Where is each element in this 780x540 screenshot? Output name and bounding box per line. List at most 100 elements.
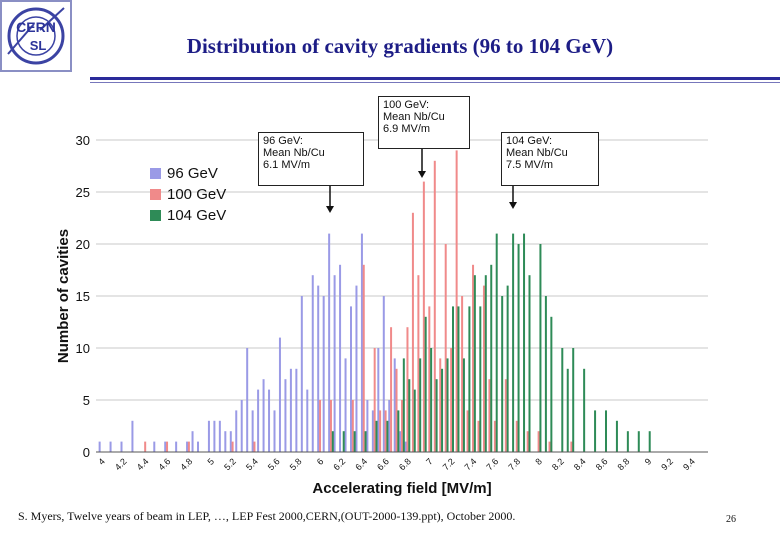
title-divider	[90, 77, 780, 80]
bar-96-gev	[284, 379, 287, 452]
y-tick-label: 15	[76, 289, 90, 304]
x-tick-label: 9.4	[681, 456, 697, 472]
callout-96gev-line3: 6.1 MV/m	[263, 159, 311, 171]
bar-96-gev	[191, 431, 194, 452]
x-tick-label: 4	[96, 456, 107, 467]
bar-100-gev	[187, 441, 190, 452]
bar-104-gev	[446, 358, 449, 452]
bar-100-gev	[466, 410, 469, 452]
callout-96gev-line1: 96 GeV:	[263, 135, 303, 147]
bar-96-gev	[268, 389, 271, 452]
bar-104-gev	[594, 410, 597, 452]
x-tick-label: 4.2	[113, 456, 129, 472]
bar-104-gev	[397, 410, 400, 452]
x-tick-label: 9	[643, 456, 654, 467]
bar-100-gev	[417, 275, 420, 452]
bar-104-gev	[364, 431, 367, 452]
bar-96-gev	[322, 296, 325, 452]
bar-104-gev	[572, 348, 575, 452]
bar-100-gev	[455, 150, 458, 452]
callout-104gev-line3: 7.5 MV/m	[506, 159, 554, 171]
page-number: 26	[726, 514, 736, 525]
x-tick-label: 6.4	[353, 456, 369, 472]
bar-100-gev	[570, 441, 573, 452]
bar-100-gev	[422, 181, 425, 452]
x-tick-label: 5	[205, 456, 216, 467]
bar-104-gev	[517, 244, 520, 452]
bar-100-gev	[537, 431, 540, 452]
bar-104-gev	[435, 379, 438, 452]
bar-100-gev	[384, 410, 387, 452]
bar-100-gev	[379, 410, 382, 452]
callout-100gev: 100 GeV: Mean Nb/Cu 6.9 MV/m	[378, 96, 470, 149]
bar-104-gev	[566, 368, 569, 452]
bar-100-gev	[411, 212, 414, 452]
bar-96-gev	[246, 348, 249, 452]
bar-104-gev	[468, 306, 471, 452]
bar-104-gev	[462, 358, 465, 452]
bar-104-gev	[386, 420, 389, 452]
bar-100-gev	[166, 441, 169, 452]
x-tick-label: 7	[424, 456, 435, 467]
bar-100-gev	[444, 244, 447, 452]
bar-100-gev	[488, 379, 491, 452]
bar-104-gev	[441, 368, 444, 452]
bar-96-gev	[262, 379, 265, 452]
bar-100-gev	[329, 400, 332, 452]
bar-96-gev	[229, 431, 232, 452]
bar-96-gev	[240, 400, 243, 452]
bar-100-gev	[450, 348, 453, 452]
bar-104-gev	[408, 379, 411, 452]
bar-100-gev	[319, 400, 322, 452]
bar-100-gev	[433, 160, 436, 453]
bar-96-gev	[333, 275, 336, 452]
x-tick-label: 8	[533, 456, 544, 467]
bar-100-gev	[548, 441, 551, 452]
bar-96-gev	[404, 441, 407, 452]
bar-100-gev	[144, 441, 147, 452]
legend-swatch	[150, 189, 161, 200]
bar-104-gev	[375, 420, 378, 452]
x-tick-label: 5.8	[288, 456, 304, 472]
x-tick-label: 8.2	[550, 456, 566, 472]
footer-citation: S. Myers, Twelve years of beam in LEP, ……	[18, 509, 516, 523]
bar-100-gev	[373, 348, 376, 452]
bar-100-gev	[428, 306, 431, 452]
legend: 96 GeV 100 GeV 104 GeV	[150, 165, 226, 224]
x-tick-label: 5.2	[222, 456, 238, 472]
bar-100-gev	[477, 420, 480, 452]
bar-96-gev	[197, 441, 199, 452]
x-tick-label: 6	[315, 456, 326, 467]
bar-100-gev	[390, 327, 393, 452]
bar-104-gev	[413, 389, 416, 452]
y-tick-label: 0	[83, 445, 90, 460]
x-tick-label: 4.8	[178, 456, 194, 472]
bar-104-gev	[626, 431, 629, 452]
bar-96-gev	[388, 400, 391, 452]
x-tick-label: 6.8	[397, 456, 413, 472]
bar-104-gev	[490, 264, 493, 452]
cern-logo: CERN SL	[0, 0, 72, 72]
callout-100gev-line3: 6.9 MV/m	[383, 123, 431, 135]
bar-104-gev	[544, 296, 547, 452]
bar-104-gev	[402, 358, 405, 452]
x-tick-label: 6.2	[331, 456, 347, 472]
bar-100-gev	[351, 400, 354, 452]
bar-104-gev	[484, 275, 487, 452]
x-tick-label: 6.6	[375, 456, 391, 472]
bar-96-gev	[366, 400, 369, 452]
bar-96-gev	[273, 410, 276, 452]
bar-104-gev	[605, 410, 607, 452]
bar-96-gev	[306, 389, 309, 452]
bar-96-gev	[251, 410, 254, 452]
bar-100-gev	[401, 400, 403, 452]
bar-104-gev	[615, 420, 618, 452]
x-tick-label: 8.8	[615, 456, 631, 472]
bar-96-gev	[153, 441, 156, 452]
y-tick-label: 30	[76, 133, 90, 148]
logo-text-sl: SL	[30, 38, 47, 53]
bar-104-gev	[523, 233, 526, 452]
bar-104-gev	[353, 431, 356, 452]
bar-104-gev	[637, 431, 640, 452]
bar-96-gev	[339, 264, 342, 452]
